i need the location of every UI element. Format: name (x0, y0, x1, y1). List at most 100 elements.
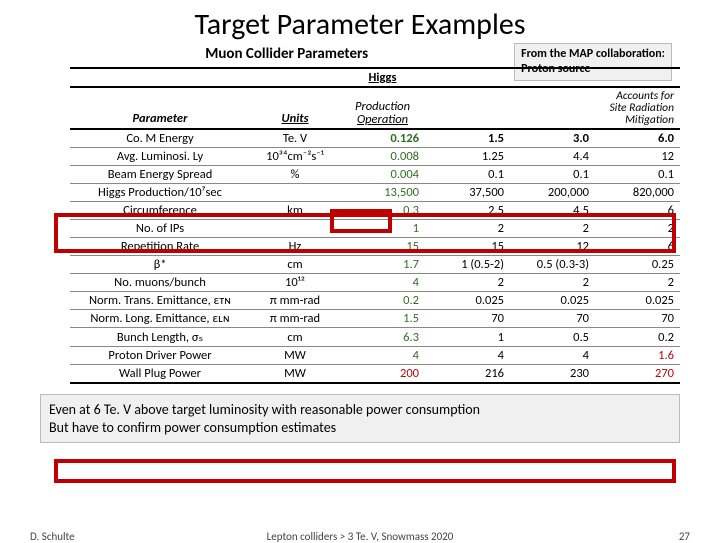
cell-d4: 70 (595, 310, 680, 328)
callout-line: From the MAP collaboration: (521, 47, 665, 62)
cell-units: π mm-rad (250, 292, 340, 310)
cell-param: Higgs Production/10⁷sec (70, 184, 250, 202)
cell-units: 10³⁴cm⁻²s⁻¹ (250, 148, 340, 166)
cell-d2: 216 (425, 365, 510, 384)
footer-conference: Lepton colliders > 3 Te. V, Snowmass 202… (267, 530, 454, 543)
cell-d4: 1.6 (595, 347, 680, 365)
cell-d4: 0.025 (595, 292, 680, 310)
cell-d1: 1.7 (340, 256, 425, 274)
table-row: Bunch Length, σₛcm6.310.50.2 (70, 328, 680, 347)
cell-d4: 0.2 (595, 328, 680, 347)
cell-param: No. of IPs (70, 220, 250, 238)
cell-param: Proton Driver Power (70, 347, 250, 365)
page-title: Target Parameter Examples (0, 0, 720, 45)
cell-d2: 37,500 (425, 184, 510, 202)
cell-units: cm (250, 328, 340, 347)
footer-page-number: 27 (679, 530, 690, 543)
cell-d2: 70 (425, 310, 510, 328)
cell-d1: 1.5 (340, 310, 425, 328)
cell-d2: 15 (425, 238, 510, 256)
cell-units: MW (250, 365, 340, 384)
cell-d4: 0.1 (595, 166, 680, 184)
cell-units: cm (250, 256, 340, 274)
cell-units (250, 220, 340, 238)
cell-d1: 0.3 (340, 202, 425, 220)
cell-d4: 0.25 (595, 256, 680, 274)
cell-param: Avg. Luminosi. Ly (70, 148, 250, 166)
cell-d3: 0.5 (0.3-3) (510, 256, 595, 274)
cell-d1: 200 (340, 365, 425, 384)
cell-units: % (250, 166, 340, 184)
cell-units (250, 184, 340, 202)
cell-d2: 0.025 (425, 292, 510, 310)
cell-param: Co. M Energy (70, 129, 250, 148)
cell-d3: 4 (510, 347, 595, 365)
cell-d2: 2 (425, 220, 510, 238)
cell-d1: 0.126 (340, 129, 425, 148)
table-row: Higgs Production/10⁷sec 13,50037,500200,0… (70, 184, 680, 202)
cell-d3: 200,000 (510, 184, 595, 202)
cell-units: Hz (250, 238, 340, 256)
cell-d2: 4 (425, 347, 510, 365)
highlight-box-wallplug (54, 459, 676, 483)
cell-d4: 2 (595, 274, 680, 292)
table-row: No. of IPs1222 (70, 220, 680, 238)
cell-d1: 4 (340, 274, 425, 292)
cell-d3: 2 (510, 274, 595, 292)
cell-param: Wall Plug Power (70, 365, 250, 384)
table-row: β*cm1.71 (0.5-2)0.5 (0.3-3)0.25 (70, 256, 680, 274)
cell-d4: 2 (595, 220, 680, 238)
cell-d2: 2.5 (425, 202, 510, 220)
table-row: Beam Energy Spread%0.0040.10.10.1 (70, 166, 680, 184)
hdr-note: Accounts for Site Radiation Mitigation (595, 87, 680, 129)
table-wrap: Higgs Parameter Units Production Operati… (0, 67, 720, 384)
cell-d2: 1 (0.5-2) (425, 256, 510, 274)
cell-d3: 12 (510, 238, 595, 256)
table-row: Avg. Luminosi. Ly10³⁴cm⁻²s⁻¹0.0081.254.4… (70, 148, 680, 166)
cell-d1: 0.008 (340, 148, 425, 166)
hdr-units: Units (250, 87, 340, 129)
cell-d3: 4.5 (510, 202, 595, 220)
cell-d4: 820,000 (595, 184, 680, 202)
cell-d1: 6.3 (340, 328, 425, 347)
cell-param: Circumference (70, 202, 250, 220)
cell-d3: 0.5 (510, 328, 595, 347)
cell-d4: 12 (595, 148, 680, 166)
cell-param: Bunch Length, σₛ (70, 328, 250, 347)
higgs-label: Higgs (340, 68, 425, 87)
cell-param: Norm. Trans. Emittance, εᴛɴ (70, 292, 250, 310)
footer-author: D. Schulte (30, 530, 75, 543)
cell-d3: 2 (510, 220, 595, 238)
cell-param: No. muons/bunch (70, 274, 250, 292)
cell-units: 10¹² (250, 274, 340, 292)
cell-d3: 70 (510, 310, 595, 328)
table-body: Co. M EnergyTe. V0.1261.53.06.0Avg. Lumi… (70, 129, 680, 383)
cell-d1: 15 (340, 238, 425, 256)
cell-d2: 1 (425, 328, 510, 347)
table-row: Circumferencekm0.32.54.56 (70, 202, 680, 220)
cell-d2: 1.5 (425, 129, 510, 148)
cell-d1: 0.004 (340, 166, 425, 184)
cell-d3: 3.0 (510, 129, 595, 148)
cell-param: Norm. Long. Emittance, εʟɴ (70, 310, 250, 328)
higgs-heading-row: Higgs (70, 68, 680, 87)
cell-d2: 2 (425, 274, 510, 292)
cell-units: π mm-rad (250, 310, 340, 328)
cell-param: β* (70, 256, 250, 274)
cell-d1: 13,500 (340, 184, 425, 202)
hdr-note-l: Mitigation (625, 113, 674, 127)
hdr-production: Production Operation (340, 87, 425, 129)
cell-d4: 6.0 (595, 129, 680, 148)
table-subtitle: Muon Collider Parameters (205, 45, 368, 63)
table-row: Norm. Long. Emittance, εʟɴπ mm-rad1.5707… (70, 310, 680, 328)
cell-d1: 4 (340, 347, 425, 365)
table-row: Norm. Trans. Emittance, εᴛɴπ mm-rad0.20.… (70, 292, 680, 310)
table-row: Repetition RateHz1515126 (70, 238, 680, 256)
table-row: No. muons/bunch10¹²4222 (70, 274, 680, 292)
cell-d3: 0.1 (510, 166, 595, 184)
cell-param: Repetition Rate (70, 238, 250, 256)
cell-d2: 0.1 (425, 166, 510, 184)
cell-d1: 1 (340, 220, 425, 238)
table-row: Wall Plug PowerMW200216230270 (70, 365, 680, 384)
subtitle-row: Muon Collider Parameters From the MAP co… (0, 45, 720, 67)
